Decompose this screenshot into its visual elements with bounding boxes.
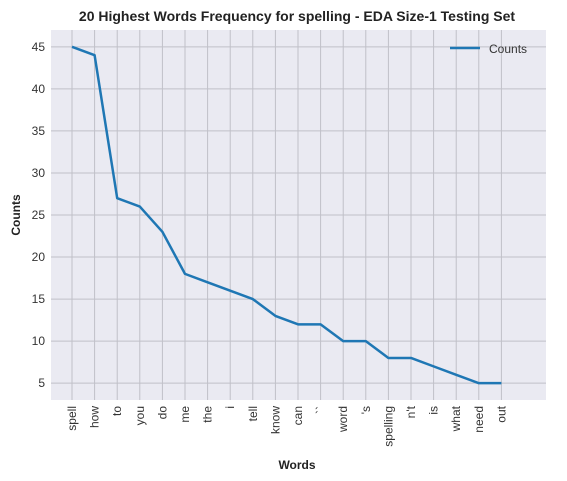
- x-axis-label: Words: [278, 458, 315, 472]
- x-tick-label: tell: [246, 406, 260, 421]
- y-tick-label: 15: [32, 292, 46, 306]
- x-tick-label: i: [223, 406, 237, 409]
- legend: Counts: [450, 42, 527, 56]
- y-axis-label: Counts: [9, 194, 23, 236]
- y-axis-ticks: 5 10 15 20 25 30 35 40 45: [32, 40, 46, 390]
- x-tick-label: do: [155, 406, 169, 420]
- y-tick-label: 45: [32, 40, 46, 54]
- y-tick-label: 40: [32, 82, 46, 96]
- series-line-counts: [71, 45, 502, 385]
- chart-title: 20 Highest Words Frequency for spelling …: [79, 8, 515, 24]
- x-tick-label: word: [336, 406, 350, 433]
- x-axis-ticks: spell how to you do me the i tell know can `` word 's…: [65, 405, 508, 446]
- x-tick-label: know: [268, 406, 282, 434]
- x-tick-label: can: [291, 406, 305, 425]
- x-tick-label: you: [133, 406, 147, 425]
- y-tick-label: 10: [32, 334, 46, 348]
- x-tick-label: need: [472, 406, 486, 433]
- series: [71, 45, 502, 385]
- x-tick-label: how: [88, 406, 102, 428]
- y-tick-label: 30: [32, 166, 46, 180]
- y-tick-label: 20: [32, 250, 46, 264]
- x-tick-label: out: [494, 405, 508, 422]
- grid: [51, 30, 546, 400]
- x-tick-label: is: [427, 406, 441, 415]
- x-tick-label: spell: [65, 406, 79, 431]
- y-tick-label: 25: [32, 208, 46, 222]
- x-tick-label: what: [449, 405, 463, 432]
- y-tick-label: 35: [32, 124, 46, 138]
- x-tick-label: me: [178, 406, 192, 423]
- y-tick-label: 5: [38, 376, 45, 390]
- x-tick-label: the: [201, 406, 215, 423]
- x-tick-label: to: [110, 406, 124, 416]
- x-tick-label: ``: [314, 406, 328, 414]
- legend-label: Counts: [489, 42, 527, 56]
- x-tick-label: spelling: [381, 406, 395, 447]
- x-tick-label: n't: [404, 405, 418, 418]
- x-tick-label: 's: [359, 406, 373, 414]
